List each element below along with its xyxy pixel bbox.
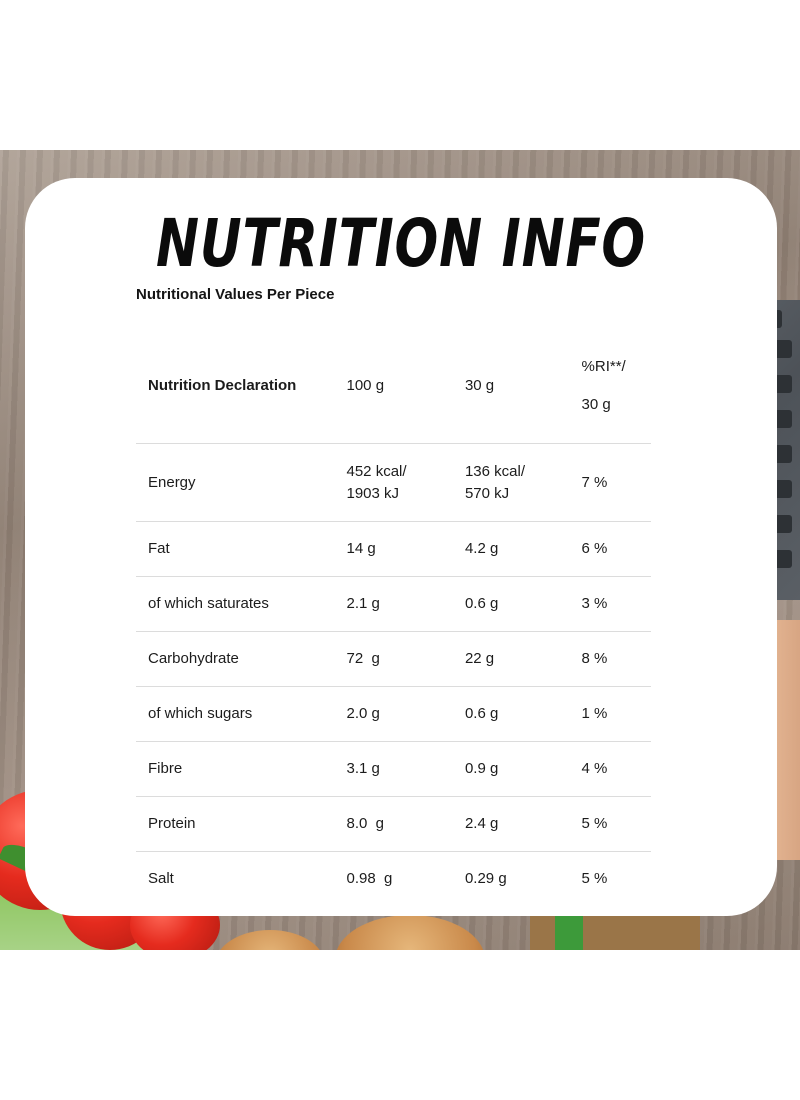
nutrient-name: Salt [136, 851, 335, 906]
value-per-100g: 14 g [334, 521, 453, 577]
table-row: Protein 8.0 g 2.4 g 5 % [136, 796, 651, 852]
value-ri: 7 % [569, 443, 651, 522]
cracker [215, 930, 325, 950]
value-per-30g: 22 g [452, 631, 570, 687]
value-per-30g: 0.6 g [452, 576, 570, 632]
subtitle: Nutritional Values Per Piece [136, 286, 335, 303]
value-ri: 8 % [569, 631, 651, 687]
value-per-30g: 0.29 g [452, 851, 570, 906]
nutrient-name: of which sugars [136, 686, 335, 742]
value-per-100g: 0.98 g [334, 851, 453, 906]
page-title: NUTRITION INFO [156, 205, 646, 282]
value-ri: 3 % [569, 576, 651, 632]
table-header-row: Nutrition Declaration 100 g 30 g %RI**/ … [136, 328, 651, 444]
nutrient-name: Carbohydrate [136, 631, 335, 687]
value-ri: 4 % [569, 741, 651, 797]
value-per-30g: 4.2 g [452, 521, 570, 577]
nutrient-name: Fibre [136, 741, 335, 797]
header-ri-label: %RI**/ [581, 357, 626, 375]
value-per-30g: 136 kcal/ 570 kJ [452, 443, 570, 522]
value-per-100g: 3.1 g [334, 741, 453, 797]
value-per-100g: 452 kcal/ 1903 kJ [334, 443, 453, 522]
nutrition-table: Nutrition Declaration 100 g 30 g %RI**/ … [136, 328, 651, 906]
table-row: of which saturates 2.1 g 0.6 g 3 % [136, 576, 651, 632]
table-row: Fat 14 g 4.2 g 6 % [136, 521, 651, 577]
value-ri: 1 % [569, 686, 651, 742]
header-per-100g: 100 g [346, 376, 385, 394]
table-row: Fibre 3.1 g 0.9 g 4 % [136, 741, 651, 797]
value-per-100g: 72 g [334, 631, 453, 687]
value-per-30g: 0.9 g [452, 741, 570, 797]
value-ri: 5 % [569, 851, 651, 906]
value-per-100g: 2.1 g [334, 576, 453, 632]
nutrient-name: Fat [136, 521, 335, 577]
table-row: Energy 452 kcal/ 1903 kJ 136 kcal/ 570 k… [136, 443, 651, 522]
nutrient-name: Protein [136, 796, 335, 852]
value-per-100g: 8.0 g [334, 796, 453, 852]
value-per-30g: 2.4 g [452, 796, 570, 852]
header-per-30g: 30 g [464, 376, 495, 394]
value-ri: 6 % [569, 521, 651, 577]
header-ri-portion: 30 g [581, 395, 611, 413]
header-declaration: Nutrition Declaration [148, 376, 297, 394]
value-ri: 5 % [569, 796, 651, 852]
nutrient-name: Energy [136, 443, 335, 522]
table-row: of which sugars 2.0 g 0.6 g 1 % [136, 686, 651, 742]
value-per-100g: 2.0 g [334, 686, 453, 742]
header-ri: %RI**/ 30 g [570, 328, 651, 444]
cracker [335, 915, 485, 950]
table-row: Salt 0.98 g 0.29 g 5 % [136, 851, 651, 906]
value-per-30g: 0.6 g [452, 686, 570, 742]
nutrition-card: NUTRITION INFO Nutritional Values Per Pi… [25, 178, 777, 916]
nutrient-name: of which saturates [136, 576, 335, 632]
table-row: Carbohydrate 72 g 22 g 8 % [136, 631, 651, 687]
